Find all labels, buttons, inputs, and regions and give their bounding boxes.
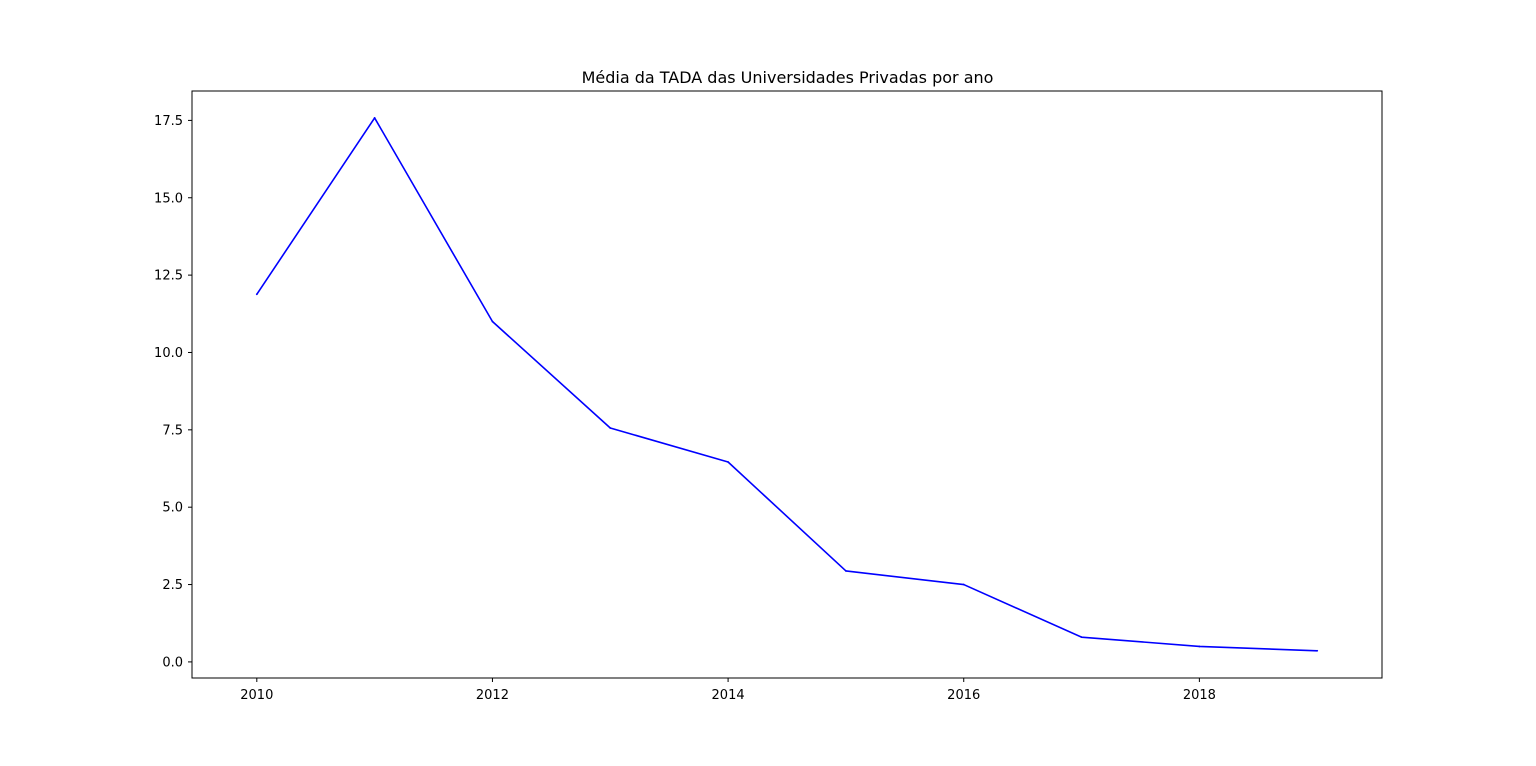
y-tick-label: 7.5 — [162, 423, 183, 438]
y-tick-label: 10.0 — [154, 346, 183, 361]
x-tick-label: 2014 — [712, 688, 745, 703]
data-point — [255, 293, 258, 296]
y-tick-label: 12.5 — [154, 269, 183, 284]
data-point — [1316, 649, 1319, 652]
plot-frame — [191, 90, 1383, 679]
x-tick-label: 2012 — [476, 688, 509, 703]
y-tick-label: 2.5 — [162, 578, 183, 593]
data-point — [962, 583, 965, 586]
y-tick-label: 0.0 — [162, 655, 183, 670]
series-line — [256, 117, 1318, 652]
x-tick-label: 2018 — [1183, 688, 1216, 703]
data-point — [727, 461, 729, 463]
data-point — [373, 117, 376, 119]
chart-title: Média da TADA das Universidades Privadas… — [582, 68, 994, 87]
data-point — [1080, 636, 1083, 639]
y-tick-label: 15.0 — [154, 191, 183, 206]
y-tick-label: 17.5 — [154, 114, 183, 129]
y-tick-label: 5.0 — [162, 501, 183, 516]
data-point — [1198, 645, 1201, 648]
data-point — [609, 427, 612, 429]
data-point — [845, 570, 847, 572]
x-axis: 2010 2012 2014 2016 2018 — [240, 678, 1216, 703]
x-tick-label: 2010 — [240, 688, 273, 703]
plot-area — [255, 117, 1319, 652]
y-axis: 0.0 2.5 5.0 7.5 10.0 12.5 15.0 17.5 — [154, 114, 192, 670]
data-point — [491, 320, 494, 323]
x-tick-label: 2016 — [947, 688, 980, 703]
